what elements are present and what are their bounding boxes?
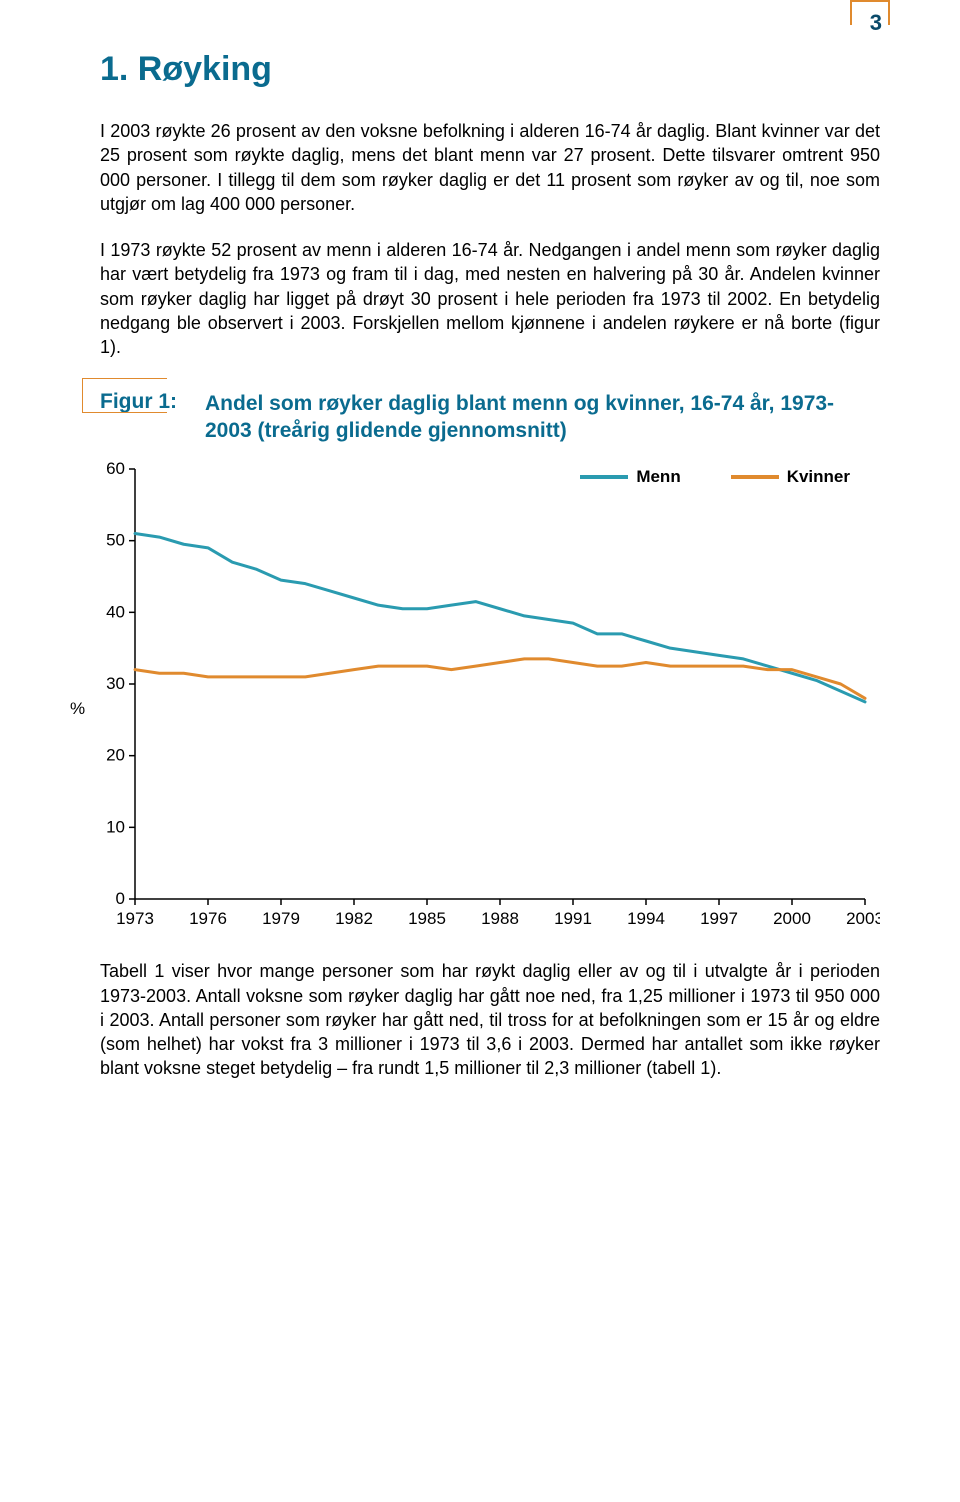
paragraph-3: Tabell 1 viser hvor mange personer som h… <box>100 959 880 1080</box>
chart-svg: 0 10 20 30 40 50 60 1973 1976 1979 1982 1985 1988 199… <box>100 459 880 939</box>
page-number: 3 <box>870 10 882 36</box>
legend-swatch-kvinner <box>731 475 779 479</box>
svg-text:1997: 1997 <box>700 909 738 928</box>
y-axis-unit: % <box>70 699 85 719</box>
svg-text:30: 30 <box>106 674 125 693</box>
paragraph-1: I 2003 røykte 26 prosent av den voksne b… <box>100 119 880 216</box>
figure-title: Andel som røyker daglig blant menn og kv… <box>205 390 880 445</box>
svg-text:1976: 1976 <box>189 909 227 928</box>
svg-text:50: 50 <box>106 531 125 550</box>
legend-label-kvinner: Kvinner <box>787 467 850 487</box>
figure-label-decoration <box>82 378 167 413</box>
svg-text:2003: 2003 <box>846 909 880 928</box>
svg-text:0: 0 <box>116 889 125 908</box>
legend-item-menn: Menn <box>580 467 680 487</box>
paragraph-2: I 1973 røykte 52 prosent av menn i alder… <box>100 238 880 359</box>
figure-header: Figur 1: Andel som røyker daglig blant m… <box>100 390 880 445</box>
svg-text:40: 40 <box>106 603 125 622</box>
svg-text:1994: 1994 <box>627 909 665 928</box>
svg-text:2000: 2000 <box>773 909 811 928</box>
legend-item-kvinner: Kvinner <box>731 467 850 487</box>
section-heading: 1. Røyking <box>100 50 880 89</box>
line-chart: Menn Kvinner % 0102030405060197319761979… <box>100 459 880 939</box>
svg-text:1988: 1988 <box>481 909 519 928</box>
svg-text:1979: 1979 <box>262 909 300 928</box>
svg-text:1982: 1982 <box>335 909 373 928</box>
legend-swatch-menn <box>580 475 628 479</box>
svg-text:20: 20 <box>106 746 125 765</box>
svg-text:10: 10 <box>106 818 125 837</box>
svg-text:1973: 1973 <box>116 909 154 928</box>
svg-text:60: 60 <box>106 459 125 478</box>
svg-text:1985: 1985 <box>408 909 446 928</box>
chart-legend: Menn Kvinner <box>580 467 850 487</box>
svg-text:1991: 1991 <box>554 909 592 928</box>
legend-label-menn: Menn <box>636 467 680 487</box>
